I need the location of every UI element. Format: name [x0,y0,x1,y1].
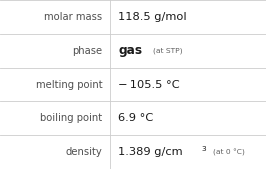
Text: boiling point: boiling point [40,113,102,123]
Text: molar mass: molar mass [44,12,102,22]
Text: melting point: melting point [36,79,102,90]
Text: density: density [66,147,102,157]
Text: (at STP): (at STP) [153,47,183,54]
Text: 118.5 g/mol: 118.5 g/mol [118,12,187,22]
Text: (at 0 °C): (at 0 °C) [213,149,245,156]
Text: 1.389 g/cm: 1.389 g/cm [118,147,183,157]
Text: − 105.5 °C: − 105.5 °C [118,79,180,90]
Text: gas: gas [118,44,143,57]
Text: 6.9 °C: 6.9 °C [118,113,154,123]
Text: phase: phase [72,46,102,56]
Text: 3: 3 [202,146,206,152]
